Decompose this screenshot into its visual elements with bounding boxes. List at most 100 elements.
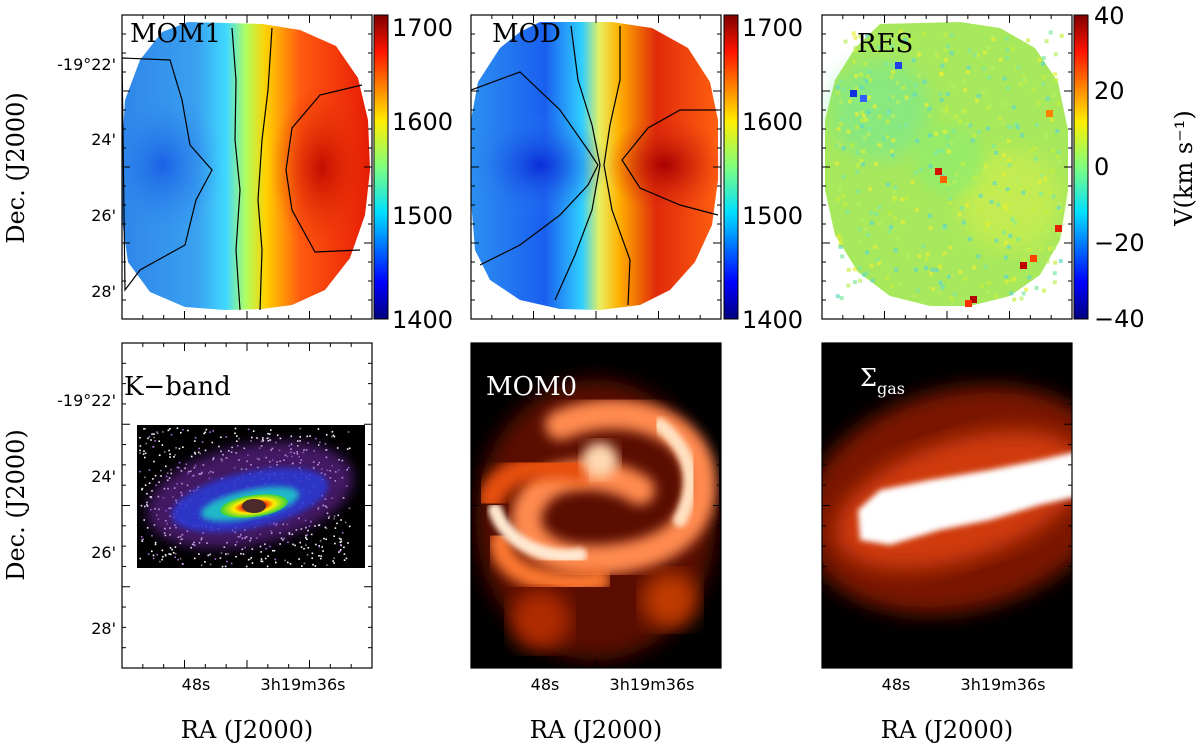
kband-noise-dot — [148, 436, 151, 438]
kband-noise-dot — [325, 538, 327, 541]
res-speck — [1053, 52, 1058, 57]
res-speck — [1014, 177, 1019, 182]
kband-noise-dot — [190, 546, 192, 549]
res-speck — [860, 162, 865, 167]
res-speck — [1047, 246, 1052, 251]
res-speck — [843, 39, 848, 44]
res-speck — [1005, 55, 1010, 60]
res-hotspot — [895, 62, 902, 69]
res-speck — [864, 78, 869, 83]
kband-noise-dot — [144, 484, 147, 486]
res-speck — [854, 86, 859, 91]
res-speck — [965, 121, 970, 126]
kband-noise-dot — [182, 428, 184, 431]
res-hotspot — [935, 168, 942, 175]
kband-noise-dot — [160, 469, 162, 472]
kband-noise-dot — [154, 541, 157, 544]
res-speck — [885, 135, 890, 140]
res-speck — [986, 46, 991, 51]
res-speck — [858, 47, 863, 52]
kband-noise-dot — [242, 553, 245, 555]
kband-noise-dot — [269, 545, 271, 548]
res-speck — [945, 92, 950, 97]
res-speck — [837, 187, 842, 192]
res-colorbar-tick: −20 — [1094, 229, 1145, 257]
res-speck — [859, 72, 864, 77]
res-speck — [940, 149, 945, 153]
res-speck — [865, 74, 870, 79]
res-hotspot — [970, 296, 977, 303]
res-speck — [987, 75, 992, 80]
res-speck — [853, 35, 858, 40]
kband-noise-dot — [204, 431, 207, 434]
kband-noise-dot — [151, 433, 153, 435]
kband-noise-dot — [348, 507, 351, 510]
res-speck — [1032, 146, 1037, 151]
res-speck — [924, 103, 929, 108]
res-speck — [1051, 93, 1056, 98]
res-speck — [1021, 257, 1026, 262]
res-speck — [989, 199, 994, 204]
res-speck — [897, 125, 902, 130]
kband-noise-dot — [211, 441, 214, 444]
kband-noise-dot — [191, 455, 193, 458]
kband-noise-dot — [185, 463, 188, 466]
kband-noise-dot — [269, 439, 272, 441]
res-speck — [993, 150, 998, 155]
res-speck — [904, 122, 908, 127]
res-speck — [891, 138, 896, 143]
res-speck — [870, 278, 875, 283]
kband-noise-dot — [227, 553, 229, 555]
kband-noise-dot — [333, 515, 336, 517]
ra-ticklabels: 48s 3h19m36s 48s 3h19m36s 48s 3h19m36s — [182, 675, 1046, 694]
kband-noise-dot — [141, 540, 144, 542]
kband-noise-dot — [282, 539, 284, 541]
kband-noise-dot — [169, 456, 171, 458]
kband-noise-dot — [169, 428, 171, 430]
kband-noise-dot — [346, 448, 349, 450]
kband-noise-dot — [209, 431, 211, 433]
kband-noise-dot — [180, 431, 182, 434]
mod-colorbar-tick: 1700 — [742, 14, 803, 42]
res-speck — [856, 189, 861, 194]
res-speck — [953, 115, 958, 119]
kband-noise-dot — [324, 443, 327, 445]
res-speck — [857, 227, 862, 232]
res-speck — [921, 244, 926, 249]
kband-noise-dot — [307, 529, 309, 532]
kband-noise-dot — [174, 552, 177, 555]
res-speck — [889, 225, 893, 230]
res-speck — [856, 202, 861, 206]
res-speck — [1038, 216, 1043, 221]
res-speck — [917, 52, 921, 57]
kband-noise-dot — [347, 431, 350, 433]
kband-noise-dot — [264, 543, 266, 545]
kband-noise-dot — [194, 440, 196, 442]
res-speck — [966, 65, 971, 70]
kband-noise-dot — [252, 430, 255, 432]
kband-noise-dot — [273, 549, 276, 552]
res-speck — [890, 143, 895, 147]
res-speck — [890, 63, 895, 67]
res-speck — [893, 185, 898, 190]
kband-noise-dot — [299, 541, 301, 544]
res-speck — [952, 292, 957, 297]
kband-noise-dot — [179, 557, 182, 560]
res-speck — [1036, 101, 1041, 106]
res-speck — [1001, 121, 1006, 126]
res-speck — [868, 78, 873, 83]
res-speck — [913, 170, 918, 175]
res-speck — [857, 265, 862, 270]
res-speck — [887, 229, 892, 234]
kband-noise-dot — [328, 515, 331, 518]
res-speck — [1006, 139, 1011, 143]
res-speck — [947, 274, 952, 279]
kband-noise-dot — [314, 437, 317, 440]
kband-noise-dot — [194, 557, 196, 560]
res-speck — [1041, 56, 1046, 61]
res-speck — [985, 289, 990, 294]
res-speck — [1019, 296, 1024, 301]
xlabel-2: RA (J2000) — [530, 716, 662, 744]
res-speck — [865, 33, 870, 38]
res-speck — [928, 133, 933, 138]
